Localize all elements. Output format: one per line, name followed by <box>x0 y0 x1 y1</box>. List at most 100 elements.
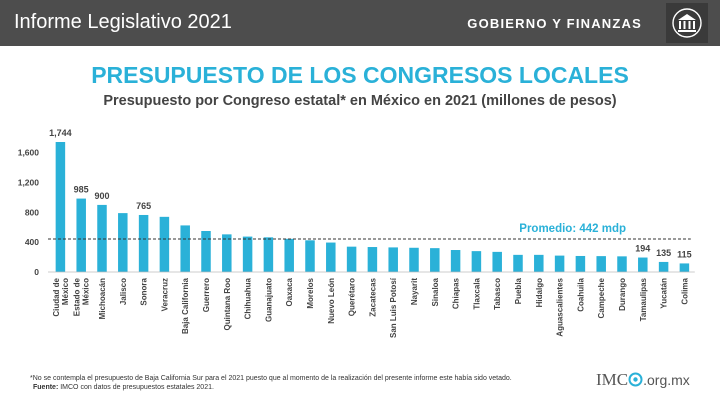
bar <box>180 225 190 272</box>
bar <box>430 248 440 272</box>
x-tick-label-line: San Luis Potosí <box>389 277 398 338</box>
x-tick-label: Oaxaca <box>285 277 294 306</box>
x-tick-label-line: Campeche <box>597 277 606 318</box>
x-tick-label: Baja California <box>181 277 190 334</box>
bar <box>118 213 128 272</box>
bar <box>471 251 482 272</box>
report-title: Informe Legislativo 2021 <box>14 11 232 33</box>
x-tick-label: Estado de México <box>73 277 91 316</box>
x-tick-label-line: Tlaxcala <box>472 277 481 309</box>
x-tick-label: Campeche <box>597 277 606 318</box>
x-tick-label: Ciudad de México <box>52 277 70 316</box>
x-tick-label: Puebla <box>514 277 523 304</box>
x-tick-label: Guerrero <box>202 278 211 312</box>
data-labels-group: 1,744 985 900 765 194 135 115 <box>49 128 692 259</box>
x-tick-label-line: Oaxaca <box>285 277 294 306</box>
x-tick-label-line: México <box>61 278 70 305</box>
x-tick-label-line: Coahuila <box>576 277 585 311</box>
bars-group <box>48 142 695 273</box>
bar <box>409 247 419 272</box>
data-label: 1,744 <box>49 128 72 138</box>
average-label: Promedio: 442 mdp <box>519 223 626 235</box>
x-tick-label-line: Tamaulipas <box>639 277 648 321</box>
average-line-group: Promedio: 442 mdp <box>48 223 691 240</box>
bar-chart: 0 400 800 1,200 1,600 Promedio: 442 mdp 1,74… <box>18 128 695 338</box>
x-tick-label: Chiapas <box>452 277 461 309</box>
x-tick-label: Jalisco <box>119 278 128 305</box>
bar <box>346 246 357 272</box>
x-tick-label-line: Veracruz <box>160 278 169 311</box>
bar <box>658 261 669 272</box>
x-tick-label: Veracruz <box>160 278 169 311</box>
x-tick-label-line: Sinaloa <box>431 277 440 306</box>
x-tick-label: Quintana Roo <box>223 278 232 331</box>
x-tick-label: Querétaro <box>348 278 357 316</box>
imco-logo: IMC .org.mx <box>596 370 690 390</box>
y-tick-label: 400 <box>25 237 39 247</box>
bar <box>138 214 149 272</box>
x-tick-label: Yucatán <box>660 278 669 309</box>
bar <box>534 254 544 272</box>
government-building-icon <box>666 3 708 43</box>
x-tick-label-line: Estado de <box>73 277 82 316</box>
header-bar: Informe Legislativo 2021 GOBIERNO Y FINA… <box>0 0 720 46</box>
imco-domain: .org.mx <box>643 372 690 388</box>
x-tick-label: Tamaulipas <box>639 277 648 321</box>
bar <box>575 255 586 272</box>
x-tick-label: Nayarit <box>410 278 419 305</box>
bar <box>242 236 253 272</box>
chart-subtitle: Presupuesto por Congreso estatal* en Méx… <box>103 93 617 109</box>
x-tick-label-line: Chihuahua <box>244 277 253 319</box>
x-tick-label: Tlaxcala <box>472 277 481 309</box>
bar <box>55 142 66 272</box>
imco-o-icon <box>628 372 643 387</box>
x-tick-label: Colima <box>680 277 689 304</box>
bar <box>222 234 232 272</box>
bar <box>388 247 398 272</box>
x-tick-label: Michoacán <box>98 278 107 319</box>
source-label: Fuente: <box>33 384 59 391</box>
x-tick-label-line: Morelos <box>306 277 315 308</box>
x-tick-label-line: Ciudad de <box>52 277 61 316</box>
x-tick-label: Hidalgo <box>535 278 544 307</box>
chart-main-title: PRESUPUESTO DE LOS CONGRESOS LOCALES <box>91 62 629 88</box>
x-tick-label-line: Zacatecas <box>368 277 377 316</box>
x-tick-label-line: Durango <box>618 278 627 311</box>
bar <box>284 238 294 272</box>
x-tick-label-line: Jalisco <box>119 278 128 305</box>
x-tick-label-line: Quintana Roo <box>223 278 232 331</box>
x-tick-label: Tabasco <box>493 278 502 310</box>
y-tick-label: 1,200 <box>18 178 40 188</box>
x-tick-label-line: Puebla <box>514 277 523 304</box>
x-tick-label: Chihuahua <box>244 277 253 319</box>
bar <box>159 216 170 272</box>
x-tick-label: Aguascalientes <box>556 277 565 336</box>
x-tick-label: Zacatecas <box>368 277 377 316</box>
x-tick-label: Nuevo León <box>327 278 336 324</box>
source-text: IMCO con datos de presupuestos estatales… <box>58 384 214 391</box>
x-tick-label-line: Chiapas <box>452 277 461 309</box>
bar <box>492 251 502 272</box>
x-axis: Ciudad de México Estado de México Michoacán J… <box>52 277 690 338</box>
y-tick-label: 0 <box>34 267 39 277</box>
x-tick-label-line: Guerrero <box>202 278 211 312</box>
x-tick-label: Coahuila <box>576 277 585 311</box>
y-tick-label: 800 <box>25 207 39 217</box>
data-label: 194 <box>635 244 650 254</box>
bar <box>97 204 107 272</box>
bar <box>617 256 627 272</box>
x-tick-label-line: Guanajuato <box>264 278 273 322</box>
x-tick-label: Sonora <box>140 277 149 305</box>
bar <box>596 256 606 272</box>
data-label: 900 <box>94 191 109 201</box>
x-tick-label: San Luis Potosí <box>389 277 398 338</box>
imco-name: IMC <box>596 370 629 389</box>
x-tick-label: Guanajuato <box>264 278 273 322</box>
x-tick-label-line: Nayarit <box>410 278 419 305</box>
bar <box>450 250 461 272</box>
source-note: Fuente: IMCO con datos de presupuestos e… <box>33 384 214 391</box>
x-tick-label-line: México <box>82 278 91 305</box>
footnote: *No se contempla el presupuesto de Baja … <box>30 375 512 382</box>
bar <box>76 198 86 272</box>
x-tick-label-line: Yucatán <box>660 278 669 309</box>
